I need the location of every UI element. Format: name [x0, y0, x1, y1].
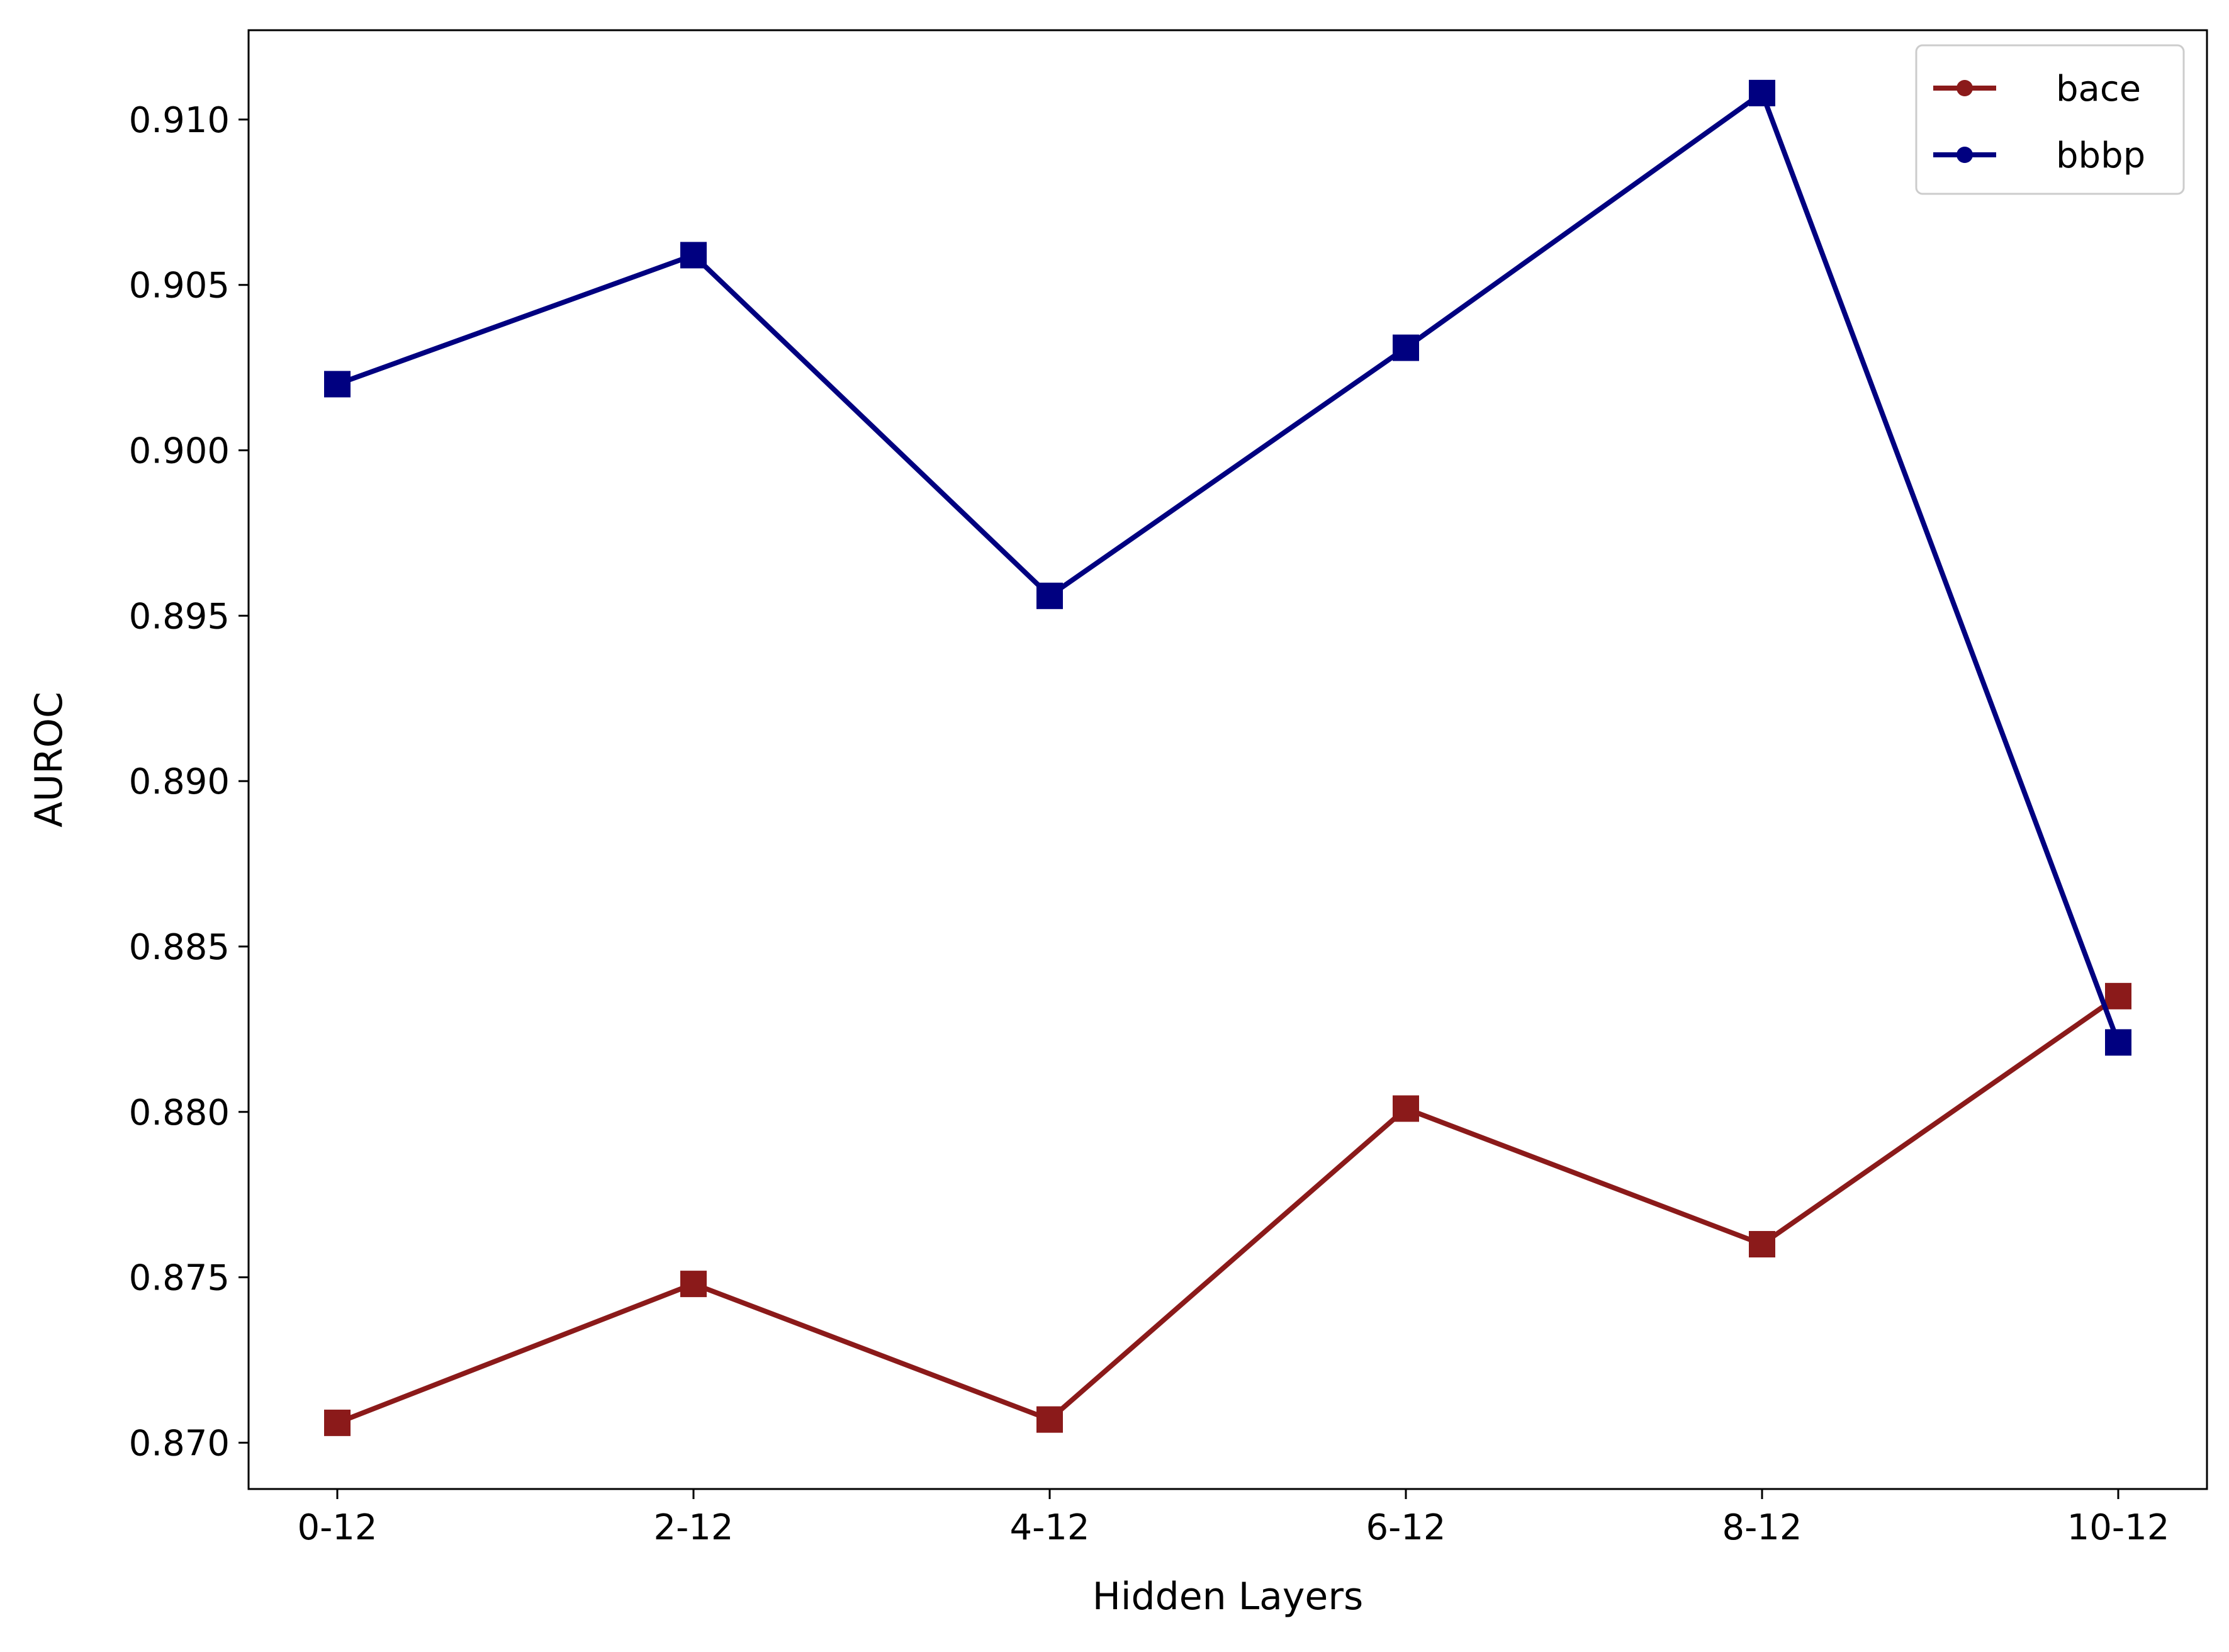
y-tick-label: 0.900	[129, 431, 230, 472]
data-point-bace-2-12	[680, 1271, 707, 1298]
y-tick-label: 0.895	[129, 596, 230, 637]
data-point-bace-10-12	[2105, 982, 2131, 1009]
data-point-bbbp-4-12	[1036, 582, 1063, 609]
x-tick-label: 0-12	[297, 1507, 377, 1548]
y-tick-label: 0.910	[129, 100, 230, 141]
data-point-bbbp-8-12	[1749, 79, 1775, 106]
data-point-bbbp-10-12	[2105, 1029, 2131, 1056]
legend: bace bbbp	[1915, 44, 2185, 195]
series-line-bace	[336, 994, 2120, 1425]
x-tick-label: 4-12	[1009, 1507, 1089, 1548]
data-point-bbbp-2-12	[680, 242, 707, 269]
y-tick-label: 0.870	[129, 1423, 230, 1464]
y-tick-label: 0.875	[129, 1258, 230, 1299]
series-bbbp	[324, 79, 2131, 1056]
y-tick-label: 0.890	[129, 761, 230, 802]
data-point-bbbp-0-12	[324, 371, 351, 398]
x-axis-label: Hidden Layers	[1092, 1575, 1364, 1619]
x-axis: 0-12 2-12 4-12 6-12 8-12 10-12	[297, 1489, 2169, 1548]
legend-label-bace: bace	[2056, 69, 2141, 110]
data-point-bace-8-12	[1749, 1231, 1775, 1258]
legend-swatch-marker	[1957, 147, 1973, 163]
data-point-bace-4-12	[1036, 1406, 1063, 1433]
legend-swatch-marker	[1957, 80, 1973, 96]
data-point-bace-6-12	[1393, 1095, 1419, 1122]
x-tick-label: 6-12	[1366, 1507, 1446, 1548]
y-tick-label: 0.885	[129, 927, 230, 968]
series-layer	[324, 79, 2131, 1436]
series-bace	[324, 982, 2131, 1436]
x-tick-label: 10-12	[2067, 1507, 2170, 1548]
y-axis-label: AUROC	[27, 692, 71, 828]
legend-label-bbbp: bbbp	[2056, 135, 2145, 176]
y-axis: 0.870 0.875 0.880 0.885 0.890 0.895 0.900 0.905…	[129, 100, 249, 1464]
data-point-bbbp-6-12	[1393, 334, 1419, 361]
plot-area-frame	[247, 29, 2208, 1490]
x-tick-label: 8-12	[1722, 1507, 1802, 1548]
y-tick-label: 0.880	[129, 1093, 230, 1133]
data-point-bace-0-12	[324, 1409, 351, 1436]
series-line-bbbp	[336, 90, 2121, 1043]
x-tick-label: 2-12	[653, 1507, 733, 1548]
y-tick-label: 0.905	[129, 266, 230, 306]
